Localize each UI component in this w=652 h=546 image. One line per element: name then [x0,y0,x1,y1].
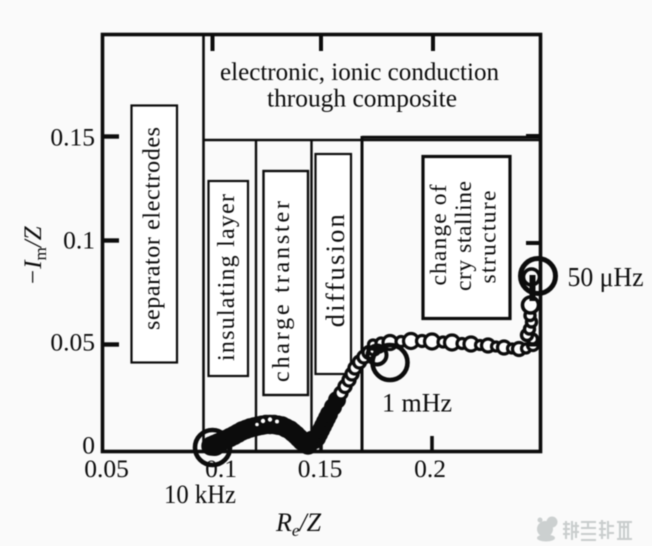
svg-text:0.15: 0.15 [298,454,343,483]
svg-text:0.1: 0.1 [63,226,95,255]
svg-text:cry stalline: cry stalline [451,181,477,291]
svg-text:change of: change of [426,184,452,285]
svg-text:0.05: 0.05 [84,454,129,483]
svg-text:0: 0 [82,431,95,460]
svg-text:structure: structure [476,191,502,284]
svg-text:diffusion: diffusion [320,214,350,327]
svg-text:electronic, ionic conduction: electronic, ionic conduction [220,57,499,86]
svg-text:0.15: 0.15 [50,123,95,152]
svg-text:through composite: through composite [267,84,457,113]
svg-text:10 kHz: 10 kHz [164,480,236,509]
svg-text:0.05: 0.05 [50,328,95,357]
svg-text:1 mHz: 1 mHz [382,389,452,418]
svg-text:0.1: 0.1 [205,454,237,483]
svg-text:insulating layer: insulating layer [214,194,240,361]
svg-text:separator electrodes: separator electrodes [140,127,166,330]
svg-text:charge transter: charge transter [269,201,295,382]
svg-text:50 μHz: 50 μHz [568,262,644,292]
svg-text:0.2: 0.2 [414,454,446,483]
